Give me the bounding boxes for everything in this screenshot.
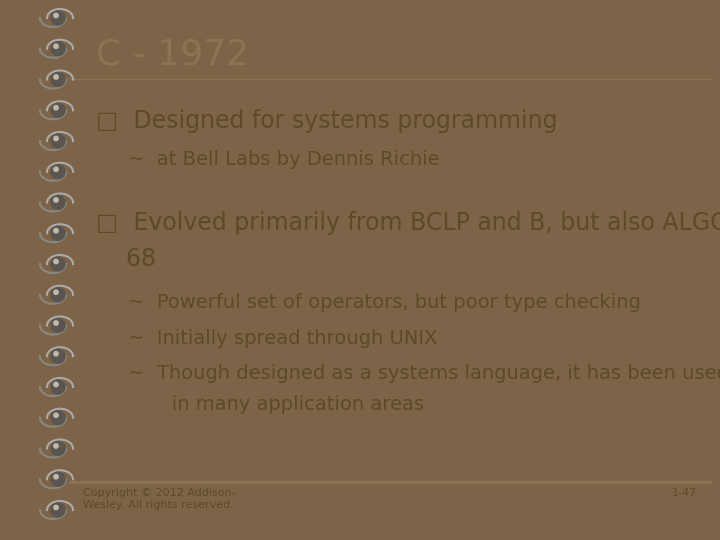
Text: 68: 68 xyxy=(96,247,156,271)
Circle shape xyxy=(51,380,65,394)
Circle shape xyxy=(51,72,65,86)
Circle shape xyxy=(54,259,58,264)
Text: ~  at Bell Labs by Dennis Richie: ~ at Bell Labs by Dennis Richie xyxy=(127,150,439,169)
Text: □  Designed for systems programming: □ Designed for systems programming xyxy=(96,109,557,133)
Circle shape xyxy=(51,349,65,363)
Circle shape xyxy=(54,44,58,49)
Text: □  Evolved primarily from BCLP and B, but also ALGOL: □ Evolved primarily from BCLP and B, but… xyxy=(96,211,720,235)
Text: C - 1972: C - 1972 xyxy=(96,38,248,72)
Circle shape xyxy=(54,167,58,172)
Text: ~  Though designed as a systems language, it has been used: ~ Though designed as a systems language,… xyxy=(127,364,720,383)
Circle shape xyxy=(54,352,58,356)
Circle shape xyxy=(54,321,58,325)
Text: in many application areas: in many application areas xyxy=(127,395,423,414)
Circle shape xyxy=(51,195,65,210)
Circle shape xyxy=(51,11,65,25)
Circle shape xyxy=(51,319,65,333)
Circle shape xyxy=(54,382,58,387)
Circle shape xyxy=(54,14,58,18)
Circle shape xyxy=(54,413,58,417)
Text: ~  Initially spread through UNIX: ~ Initially spread through UNIX xyxy=(127,329,437,348)
Circle shape xyxy=(54,228,58,233)
Circle shape xyxy=(51,472,65,486)
Circle shape xyxy=(51,103,65,117)
Circle shape xyxy=(51,134,65,148)
Circle shape xyxy=(51,503,65,517)
Circle shape xyxy=(54,475,58,479)
Circle shape xyxy=(51,442,65,456)
Text: Copyright © 2012 Addison-
Wesley. All rights reserved.: Copyright © 2012 Addison- Wesley. All ri… xyxy=(83,488,235,510)
Circle shape xyxy=(54,290,58,294)
Circle shape xyxy=(51,42,65,56)
Circle shape xyxy=(54,75,58,79)
Circle shape xyxy=(54,105,58,110)
Circle shape xyxy=(54,505,58,510)
Circle shape xyxy=(51,165,65,179)
Circle shape xyxy=(51,288,65,302)
Text: 1-47: 1-47 xyxy=(672,488,697,498)
Circle shape xyxy=(51,226,65,240)
Circle shape xyxy=(54,198,58,202)
Circle shape xyxy=(54,136,58,141)
Circle shape xyxy=(54,444,58,448)
Circle shape xyxy=(51,257,65,271)
Text: ~  Powerful set of operators, but poor type checking: ~ Powerful set of operators, but poor ty… xyxy=(127,293,641,312)
Circle shape xyxy=(51,411,65,425)
